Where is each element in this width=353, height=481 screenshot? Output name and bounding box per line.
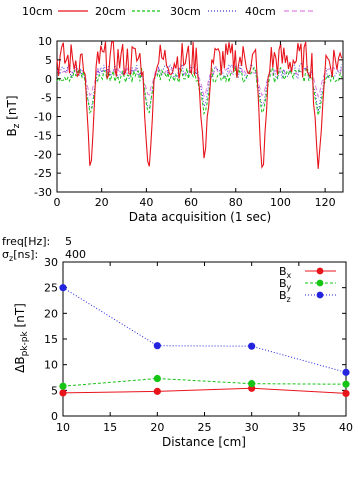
series-line-Bz <box>62 287 347 373</box>
data-point-By <box>342 380 350 388</box>
top-y-tick-label: -15 <box>34 129 52 142</box>
bottom-x-tick-label: 10 <box>56 421 70 434</box>
bottom-x-axis-label: Distance [cm] <box>162 435 246 449</box>
top-x-tick-label: 120 <box>315 196 336 209</box>
top-y-tick-label: -20 <box>34 148 52 161</box>
bottom-x-tick-label: 20 <box>150 421 164 434</box>
bottom-x-tick-label: 25 <box>198 421 212 434</box>
top-x-tick-label: 80 <box>229 196 243 209</box>
top-y-tick-label: -10 <box>34 111 52 124</box>
legend-label-Bz: Bz <box>279 289 291 304</box>
legend-marker-Bx <box>316 267 324 275</box>
top-legend: 10cm 20cm 30cm 40cm <box>22 5 314 18</box>
bottom-y-tick-label: 10 <box>44 359 58 372</box>
series-line-20cm <box>56 40 343 169</box>
data-point-Bz <box>342 368 350 376</box>
top-plot: 0 20 40 60 80 100 120 10 5 0 -5 -10 -15 -20 -25 -30 Dat… <box>5 35 344 224</box>
top-y-tick-label: -30 <box>34 186 52 199</box>
legend-label-Bx: Bx <box>279 265 292 280</box>
data-point-Bx <box>153 387 161 395</box>
bottom-y-tick-label: 25 <box>44 282 58 295</box>
top-x-tick-label: 20 <box>95 196 109 209</box>
bottom-x-tick-label: 40 <box>339 421 353 434</box>
top-x-tick-label: 0 <box>54 196 61 209</box>
annotation-freq-label: freq[Hz]: <box>2 235 50 248</box>
legend-label-10cm: 10cm <box>22 5 53 18</box>
data-point-By <box>59 382 67 390</box>
top-x-tick-label: 40 <box>139 196 153 209</box>
legend-label-By: By <box>279 277 292 292</box>
bottom-annotation: freq[Hz]: 5 σz[ns]: 400 <box>2 235 86 263</box>
top-y-tick-label: 10 <box>38 35 52 48</box>
data-point-By <box>153 374 161 383</box>
bottom-y-tick-label: 30 <box>44 256 58 269</box>
annotation-freq-value: 5 <box>65 235 72 248</box>
legend-label-40cm: 40cm <box>245 5 276 18</box>
bottom-x-tick-label: 30 <box>245 421 259 434</box>
top-series-group <box>56 40 343 169</box>
top-y-tick-label: 0 <box>45 73 52 86</box>
data-point-Bx <box>342 389 350 398</box>
bottom-y-axis-label: ΔBpk-pk [nT] <box>13 303 30 373</box>
bottom-series-group <box>59 284 350 398</box>
series-line-Bx <box>62 387 347 394</box>
data-point-Bx <box>59 389 67 397</box>
data-point-Bz <box>248 342 256 350</box>
top-y-tick-label: -25 <box>34 167 52 180</box>
bottom-axis-ticks: 10 15 20 25 30 35 40 0 5 10 15 20 25 30 <box>44 256 353 434</box>
top-y-axis-label: Bz [nT] <box>5 95 22 136</box>
top-x-tick-label: 60 <box>184 196 198 209</box>
top-y-tick-label: 5 <box>45 54 52 67</box>
series-line-By <box>62 377 347 387</box>
top-x-axis-label: Data acquisition (1 sec) <box>129 210 271 224</box>
bottom-y-tick-label: 0 <box>51 410 58 423</box>
bottom-plot-frame <box>62 261 347 417</box>
top-plot-frame <box>56 40 344 193</box>
bottom-y-tick-label: 15 <box>44 333 58 346</box>
legend-label-20cm: 20cm <box>95 5 126 18</box>
bottom-y-tick-label: 5 <box>51 384 58 397</box>
top-axis-ticks: 0 20 40 60 80 100 120 10 5 0 -5 -10 -15 -20 -25 -30 <box>34 35 343 209</box>
bottom-x-tick-label: 15 <box>103 421 117 434</box>
top-y-tick-label: -5 <box>41 92 52 105</box>
bottom-x-tick-label: 35 <box>292 421 306 434</box>
legend-marker-By <box>316 279 324 287</box>
data-point-Bz <box>153 342 161 350</box>
annotation-sigma-value: 400 <box>65 248 86 261</box>
annotation-sigma-label: σz[ns]: <box>2 248 38 263</box>
data-point-Bz <box>59 284 67 292</box>
data-point-By <box>248 380 256 388</box>
legend-label-30cm: 30cm <box>170 5 201 18</box>
top-x-tick-label: 100 <box>270 196 291 209</box>
bottom-y-tick-label: 20 <box>44 307 58 320</box>
legend-marker-Bz <box>316 291 324 299</box>
